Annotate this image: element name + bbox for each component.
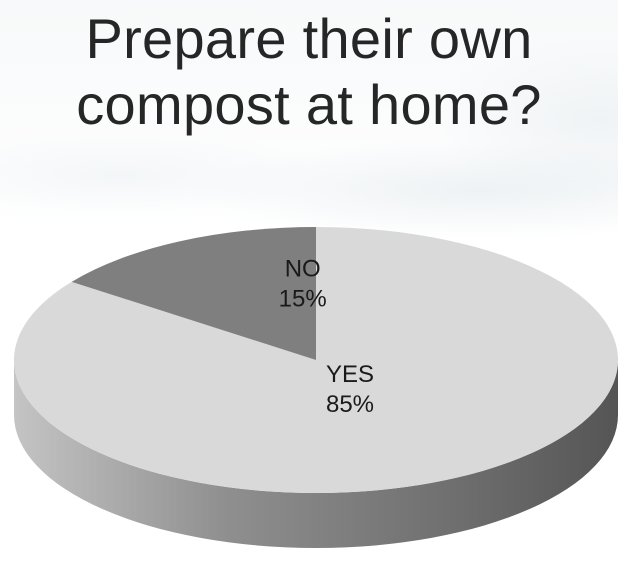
- pie-slices: [14, 227, 618, 493]
- chart-title: Prepare their own compost at home?: [0, 6, 618, 138]
- chart-title-line-2: compost at home?: [76, 73, 542, 136]
- chart-title-line-1: Prepare their own: [85, 7, 533, 70]
- slice-label-yes: YES: [326, 361, 374, 388]
- slice-value-no: 15%: [279, 286, 327, 313]
- pie-slice-yes: [14, 227, 618, 493]
- slice-label-no: NO: [285, 256, 321, 283]
- slice-value-yes: 85%: [326, 391, 374, 418]
- pie-side-wall: [14, 360, 618, 548]
- pie-labels: YES 85% NO 15%: [279, 256, 374, 418]
- pie-slice-no: [71, 227, 316, 360]
